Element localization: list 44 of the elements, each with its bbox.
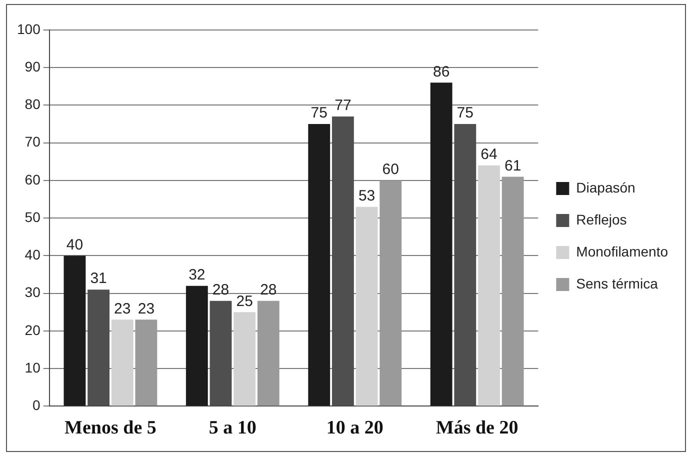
bar (308, 124, 330, 406)
bar (186, 286, 208, 406)
legend-label: Sens térmica (576, 275, 658, 292)
y-tick-label: 80 (24, 96, 41, 112)
bar (430, 82, 452, 406)
legend-label: Reflejos (576, 211, 627, 228)
y-tick-label: 70 (24, 134, 41, 150)
legend-label: Diapasón (576, 179, 636, 196)
bar (380, 180, 402, 406)
data-label: 75 (456, 104, 474, 122)
y-tick-label: 20 (24, 322, 41, 338)
y-tick-label: 90 (24, 58, 41, 74)
legend-label: Monofilamento (576, 243, 668, 260)
bar (135, 320, 158, 406)
data-label: 75 (310, 104, 328, 122)
x-tick-label: Más de 20 (436, 418, 518, 439)
y-tick-label: 50 (24, 208, 41, 225)
data-label: 23 (138, 300, 155, 318)
bar (356, 206, 378, 406)
data-label: 40 (66, 236, 84, 254)
y-tick-label: 30 (24, 284, 41, 300)
y-tick-label: 40 (24, 246, 41, 263)
bar (257, 300, 280, 406)
bar (478, 165, 500, 406)
y-tick-label: 10 (24, 359, 41, 376)
x-tick-label: Menos de 5 (64, 418, 156, 439)
data-label: 60 (382, 161, 399, 178)
y-tick-label: 0 (32, 397, 41, 414)
y-tick-label: 60 (24, 171, 41, 188)
data-label: 86 (432, 63, 450, 80)
data-label: 53 (358, 187, 376, 204)
x-tick-label: 5 a 10 (208, 418, 256, 439)
data-label: 64 (480, 146, 498, 164)
y-tick-label: 100 (17, 20, 41, 37)
bar (234, 312, 256, 406)
x-tick-label: 10 a 20 (326, 418, 384, 439)
bar (111, 320, 134, 406)
data-label: 23 (114, 300, 131, 318)
bar (64, 256, 86, 406)
data-label: 25 (236, 292, 253, 310)
data-label: 61 (504, 157, 522, 174)
data-label: 32 (188, 266, 206, 284)
data-label: 31 (90, 270, 107, 288)
bar (502, 176, 524, 406)
